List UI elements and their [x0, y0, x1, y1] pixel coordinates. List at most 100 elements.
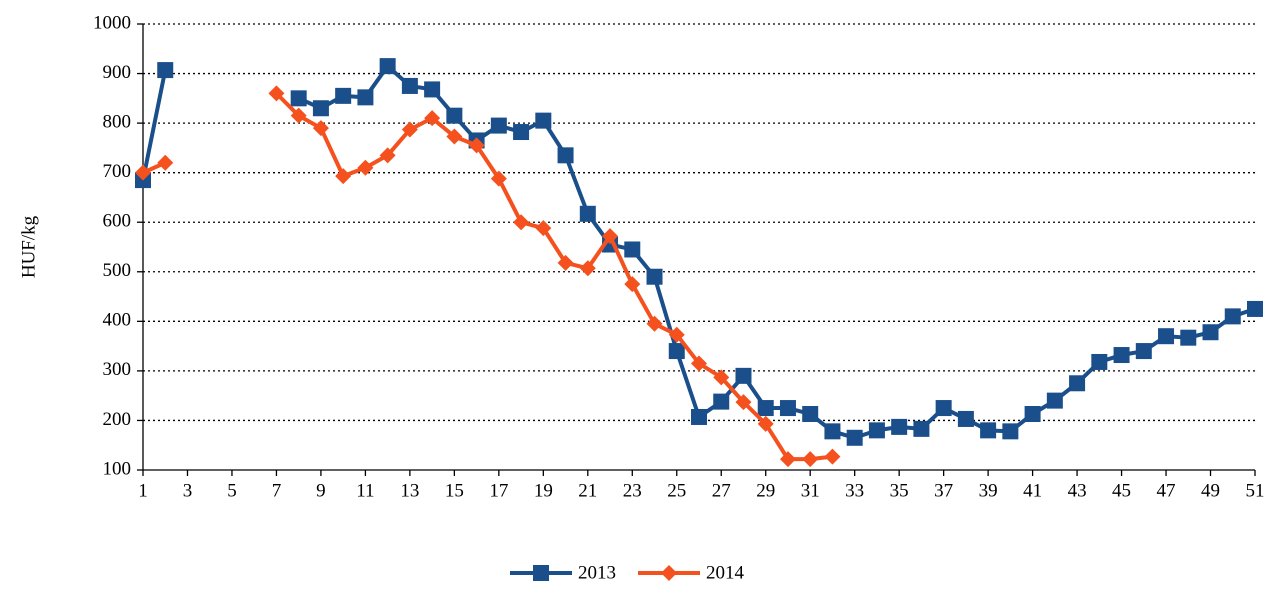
marker	[824, 448, 841, 465]
marker	[1024, 406, 1041, 423]
marker	[157, 154, 174, 171]
x-tick-label: 27	[712, 480, 731, 501]
marker	[379, 58, 396, 75]
x-tick-label: 19	[534, 480, 553, 501]
marker	[312, 120, 329, 137]
x-tick-label: 7	[272, 480, 282, 501]
y-tick-label: 100	[103, 458, 132, 479]
y-tick-label: 200	[103, 409, 132, 430]
marker	[624, 276, 641, 293]
x-tick-label: 47	[1157, 480, 1176, 501]
marker	[357, 89, 374, 106]
marker	[802, 406, 819, 423]
marker	[1247, 300, 1263, 317]
marker	[446, 128, 463, 145]
marker	[757, 400, 774, 417]
marker	[290, 107, 307, 124]
y-tick-label: 1000	[93, 12, 131, 33]
marker	[624, 241, 641, 258]
marker	[424, 81, 441, 98]
x-tick-label: 39	[979, 480, 998, 501]
marker	[846, 429, 863, 446]
y-tick-label: 400	[103, 310, 132, 331]
marker	[957, 410, 974, 427]
x-tick-label: 21	[578, 480, 597, 501]
x-tick-label: 41	[1023, 480, 1042, 501]
marker	[1202, 324, 1219, 341]
marker	[357, 159, 374, 176]
marker	[513, 124, 530, 141]
y-tick-label: 500	[103, 260, 132, 281]
marker	[335, 168, 352, 185]
marker	[1091, 353, 1108, 370]
legend-label: 2013	[578, 562, 616, 583]
marker	[424, 110, 441, 127]
marker	[891, 418, 908, 435]
marker	[935, 400, 952, 417]
marker	[668, 343, 685, 360]
marker	[535, 112, 552, 129]
marker	[779, 451, 796, 468]
marker	[268, 85, 285, 102]
marker	[1224, 308, 1241, 325]
marker	[1158, 328, 1175, 345]
marker	[557, 254, 574, 271]
y-tick-label: 800	[103, 111, 132, 132]
marker	[735, 394, 752, 411]
marker	[290, 90, 307, 107]
marker	[913, 420, 930, 437]
marker	[646, 315, 663, 332]
x-tick-label: 45	[1112, 480, 1131, 501]
marker	[312, 100, 329, 117]
marker	[533, 565, 549, 581]
marker	[557, 147, 574, 164]
x-tick-label: 11	[356, 480, 374, 501]
marker	[668, 326, 685, 343]
marker	[713, 369, 730, 386]
x-tick-label: 3	[183, 480, 193, 501]
x-tick-label: 51	[1246, 480, 1265, 501]
marker	[579, 260, 596, 277]
marker	[468, 137, 485, 154]
marker	[335, 87, 352, 104]
marker	[757, 415, 774, 432]
x-tick-label: 29	[756, 480, 775, 501]
y-tick-label: 900	[103, 62, 132, 83]
marker	[401, 77, 418, 94]
x-tick-label: 33	[845, 480, 864, 501]
x-tick-label: 49	[1201, 480, 1220, 501]
x-tick-label: 37	[934, 480, 953, 501]
marker	[1069, 375, 1086, 392]
marker	[602, 228, 619, 245]
marker	[1180, 329, 1197, 346]
x-tick-label: 9	[316, 480, 326, 501]
x-tick-label: 23	[623, 480, 642, 501]
marker	[646, 268, 663, 285]
marker	[802, 451, 819, 468]
marker	[135, 164, 151, 181]
x-tick-label: 43	[1068, 480, 1087, 501]
x-tick-label: 15	[445, 480, 464, 501]
marker	[379, 147, 396, 164]
y-tick-label: 300	[103, 359, 132, 380]
marker	[157, 62, 174, 79]
x-tick-label: 1	[138, 480, 148, 501]
marker	[713, 393, 730, 410]
marker	[535, 220, 552, 237]
marker	[1135, 343, 1152, 360]
marker	[579, 205, 596, 222]
x-tick-label: 17	[489, 480, 508, 501]
y-tick-label: 700	[103, 161, 132, 182]
marker	[401, 121, 418, 138]
legend-label: 2014	[706, 562, 745, 583]
y-tick-label: 600	[103, 211, 132, 232]
marker	[824, 423, 841, 440]
marker	[868, 422, 885, 439]
marker	[1046, 392, 1063, 409]
x-tick-label: 31	[801, 480, 820, 501]
marker	[513, 214, 530, 231]
marker	[490, 170, 507, 187]
marker	[446, 107, 463, 124]
marker	[1113, 347, 1130, 364]
marker	[1002, 423, 1019, 440]
